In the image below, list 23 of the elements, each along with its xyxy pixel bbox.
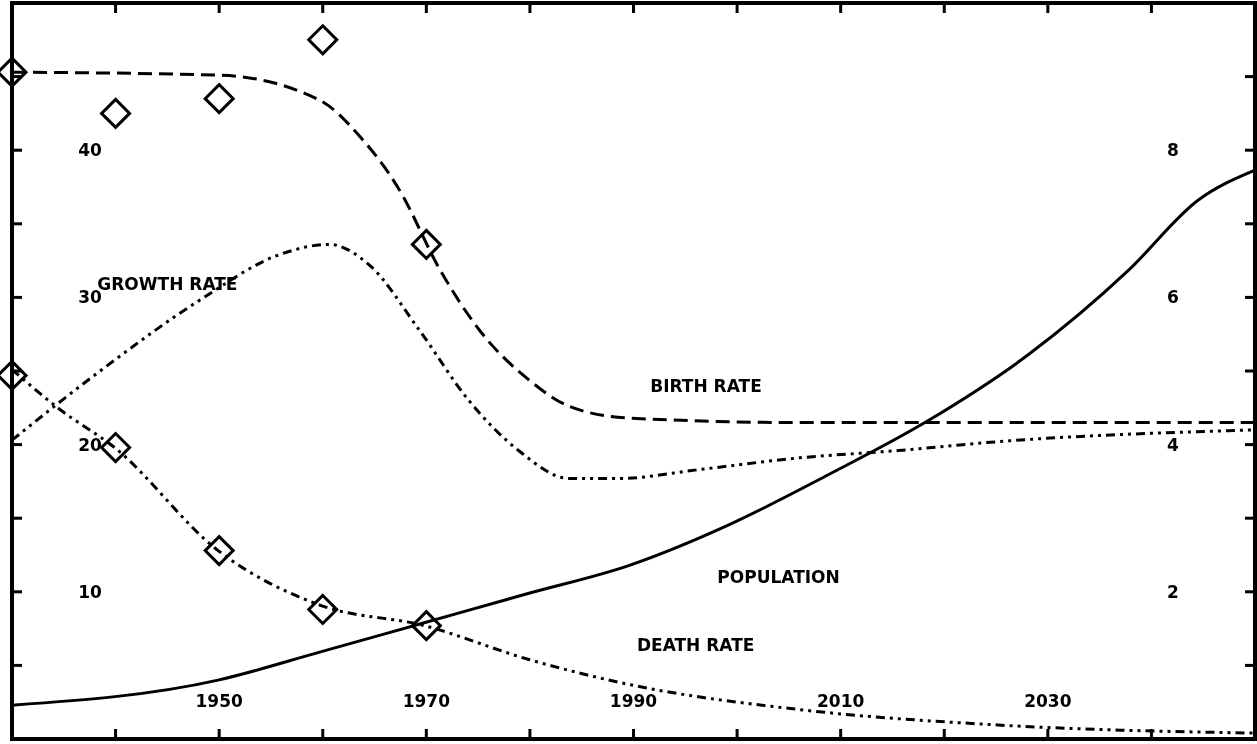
x-tick-label: 2010 (817, 691, 865, 711)
y2-tick-label: 8 (1167, 140, 1179, 161)
point (410, 610, 442, 642)
x-tick-label: 1970 (402, 691, 451, 711)
point (100, 432, 132, 464)
y-tick-label: 10 (78, 581, 102, 602)
point (203, 83, 235, 115)
point (307, 593, 339, 625)
y2-tick-label: 2 (1167, 581, 1179, 602)
x-tick-label: 1950 (195, 691, 243, 711)
point (410, 228, 442, 260)
point (307, 24, 339, 56)
series-label: POPULATION (717, 566, 840, 587)
y-tick-label: 40 (78, 140, 102, 161)
y2-tick-label: 6 (1167, 287, 1179, 308)
point (203, 535, 235, 567)
series-label: DEATH RATE (636, 634, 755, 655)
y2-tick-label: 4 (1167, 434, 1180, 455)
x-tick-label: 2030 (1024, 691, 1072, 711)
x-tick-label: 1990 (609, 691, 658, 711)
series-label: BIRTH RATE (650, 375, 762, 396)
point (100, 97, 132, 129)
y-tick-label: 20 (78, 434, 102, 455)
